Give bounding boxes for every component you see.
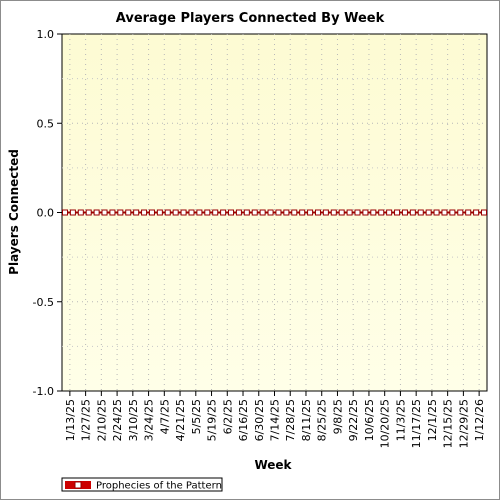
data-point xyxy=(180,209,187,216)
data-point xyxy=(69,209,76,216)
data-point xyxy=(188,209,195,216)
y-tick-label: 1.0 xyxy=(37,28,55,41)
data-point xyxy=(283,209,290,216)
x-tick-label: 11/3/25 xyxy=(394,399,407,441)
x-axis-label: Week xyxy=(254,458,292,472)
x-tick-label: 6/16/25 xyxy=(237,399,250,441)
legend: Prophecies of the Pattern xyxy=(61,477,223,492)
x-axis-ticks: 1/13/25 1/27/25 2/10/25 2/24/25 3/10/25 3/24/… xyxy=(64,391,486,448)
data-point xyxy=(141,209,148,216)
data-point xyxy=(164,209,171,216)
y-tick-label: -0.5 xyxy=(33,296,54,309)
x-tick-label: 6/30/25 xyxy=(253,399,266,441)
data-point xyxy=(378,209,385,216)
data-point xyxy=(109,209,116,216)
data-point xyxy=(394,209,401,216)
data-point xyxy=(93,209,100,216)
x-tick-label: 7/14/25 xyxy=(269,399,282,441)
x-tick-label: 10/6/25 xyxy=(363,399,376,441)
data-point xyxy=(386,209,393,216)
data-point xyxy=(449,209,456,216)
x-tick-label: 1/27/25 xyxy=(80,399,93,441)
data-point xyxy=(133,209,140,216)
data-point xyxy=(77,209,84,216)
data-point xyxy=(370,209,377,216)
y-axis-ticks: 1.0 0.5 0.0 -0.5 -1.0 xyxy=(33,28,62,398)
data-point xyxy=(275,209,282,216)
data-point xyxy=(259,209,266,216)
x-tick-label: 4/7/25 xyxy=(158,399,171,434)
x-tick-label: 1/12/26 xyxy=(473,399,486,441)
data-point xyxy=(346,209,353,216)
x-tick-label: 12/15/25 xyxy=(442,399,455,448)
chart-title: Average Players Connected By Week xyxy=(116,11,385,26)
y-axis-label: Players Connected xyxy=(7,149,21,275)
y-tick-label: 0.0 xyxy=(37,207,55,220)
data-point xyxy=(362,209,369,216)
data-point xyxy=(125,209,132,216)
data-point xyxy=(220,209,227,216)
data-point xyxy=(330,209,337,216)
x-tick-label: 11/17/25 xyxy=(410,399,423,448)
data-point xyxy=(354,209,361,216)
series-line xyxy=(62,209,487,216)
data-point xyxy=(433,209,440,216)
x-tick-label: 5/19/25 xyxy=(206,399,219,441)
data-point xyxy=(251,209,258,216)
data-point xyxy=(172,209,179,216)
x-tick-label: 9/22/25 xyxy=(347,399,360,441)
x-tick-label: 12/29/25 xyxy=(457,399,470,448)
data-point xyxy=(322,209,329,216)
data-point xyxy=(148,209,155,216)
data-point xyxy=(291,209,298,216)
data-point xyxy=(196,209,203,216)
y-tick-label: 0.5 xyxy=(37,117,55,130)
x-tick-label: 8/11/25 xyxy=(300,399,313,441)
data-point xyxy=(457,209,464,216)
data-point xyxy=(307,209,314,216)
data-point xyxy=(85,209,92,216)
data-point xyxy=(465,209,472,216)
data-point xyxy=(204,209,211,216)
x-tick-label: 2/24/25 xyxy=(111,399,124,441)
data-point xyxy=(314,209,321,216)
x-tick-label: 10/20/25 xyxy=(379,399,392,448)
x-tick-label: 4/21/25 xyxy=(174,399,187,441)
data-point xyxy=(62,209,68,216)
x-tick-label: 3/10/25 xyxy=(127,399,140,441)
data-point xyxy=(409,209,416,216)
legend-label: Prophecies of the Pattern xyxy=(96,481,222,492)
data-point xyxy=(299,209,306,216)
y-tick-label: -1.0 xyxy=(33,385,54,398)
x-tick-label: 1/13/25 xyxy=(64,399,77,441)
x-tick-label: 9/8/25 xyxy=(331,399,344,434)
data-point xyxy=(441,209,448,216)
data-point xyxy=(212,209,219,216)
legend-box xyxy=(61,477,223,492)
data-point xyxy=(338,209,345,216)
data-point xyxy=(156,209,163,216)
x-tick-label: 8/25/25 xyxy=(316,399,329,441)
data-point xyxy=(425,209,432,216)
data-point xyxy=(101,209,108,216)
legend-swatch-marker xyxy=(74,481,82,489)
x-tick-label: 5/5/25 xyxy=(190,399,203,434)
x-tick-label: 6/2/25 xyxy=(221,399,234,434)
x-tick-label: 3/24/25 xyxy=(143,399,156,441)
data-point xyxy=(481,209,487,216)
x-tick-label: 7/28/25 xyxy=(284,399,297,441)
data-point xyxy=(117,209,124,216)
data-point xyxy=(228,209,235,216)
data-point xyxy=(267,209,274,216)
x-tick-label: 2/10/25 xyxy=(95,399,108,441)
x-tick-label: 12/1/25 xyxy=(426,399,439,441)
data-point xyxy=(401,209,408,216)
data-point xyxy=(473,209,480,216)
data-point xyxy=(243,209,250,216)
data-point xyxy=(417,209,424,216)
data-point xyxy=(235,209,242,216)
